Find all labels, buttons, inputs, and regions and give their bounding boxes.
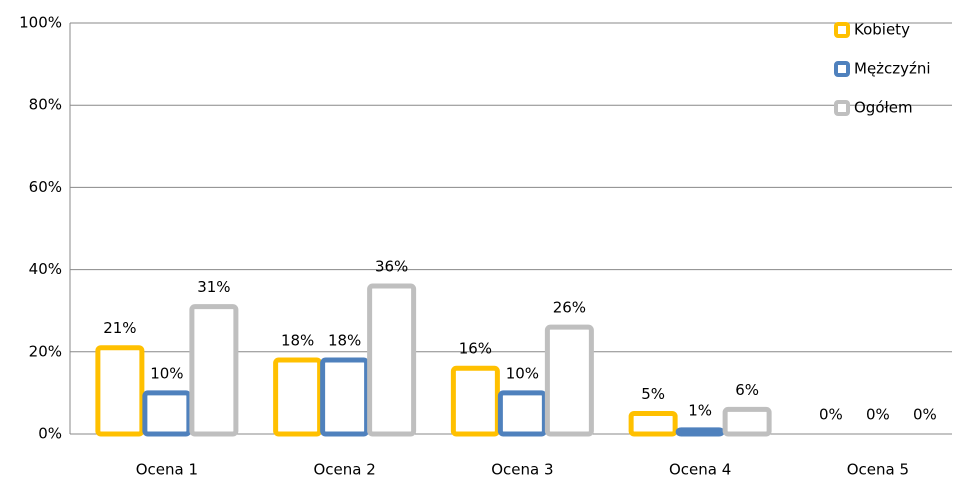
x-tick-label: Ocena 1 [136,461,198,479]
bar [675,427,725,437]
data-label: 18% [281,332,314,350]
data-label: 10% [150,364,183,382]
y-tick-label: 100% [19,14,62,32]
data-label: 6% [735,381,759,399]
bar [628,410,678,437]
data-label: 16% [459,340,492,358]
y-tick-label: 0% [38,425,62,443]
bar [320,357,370,437]
x-tick-label: Ocena 4 [669,461,731,479]
bar [273,357,323,437]
data-label: 26% [553,299,586,317]
data-label: 10% [506,364,539,382]
data-label: 31% [197,278,230,296]
bar [142,390,192,437]
legend-swatch [834,61,850,77]
bar [189,304,239,437]
legend-swatch [834,22,850,38]
y-tick-label: 20% [29,342,62,360]
data-label: 0% [866,406,890,424]
bar [367,283,417,437]
bar [722,406,772,437]
y-tick-label: 40% [29,260,62,278]
bar [544,324,594,437]
data-label: 0% [913,406,937,424]
data-label: 5% [641,385,665,403]
legend-label: Ogółem [854,99,913,117]
data-label: 0% [819,406,843,424]
legend-label: Mężczyźni [854,60,931,78]
data-label: 21% [103,319,136,337]
y-tick-label: 80% [29,96,62,114]
data-label: 1% [688,401,712,419]
data-label: 18% [328,332,361,350]
legend-label: Kobiety [854,21,910,39]
bar [95,345,145,437]
data-label: 36% [375,258,408,276]
x-tick-label: Ocena 5 [847,461,909,479]
x-tick-label: Ocena 3 [491,461,553,479]
legend-swatch [834,100,850,116]
bar [450,365,500,437]
y-tick-label: 60% [29,178,62,196]
x-tick-label: Ocena 2 [313,461,375,479]
bar [497,390,547,437]
